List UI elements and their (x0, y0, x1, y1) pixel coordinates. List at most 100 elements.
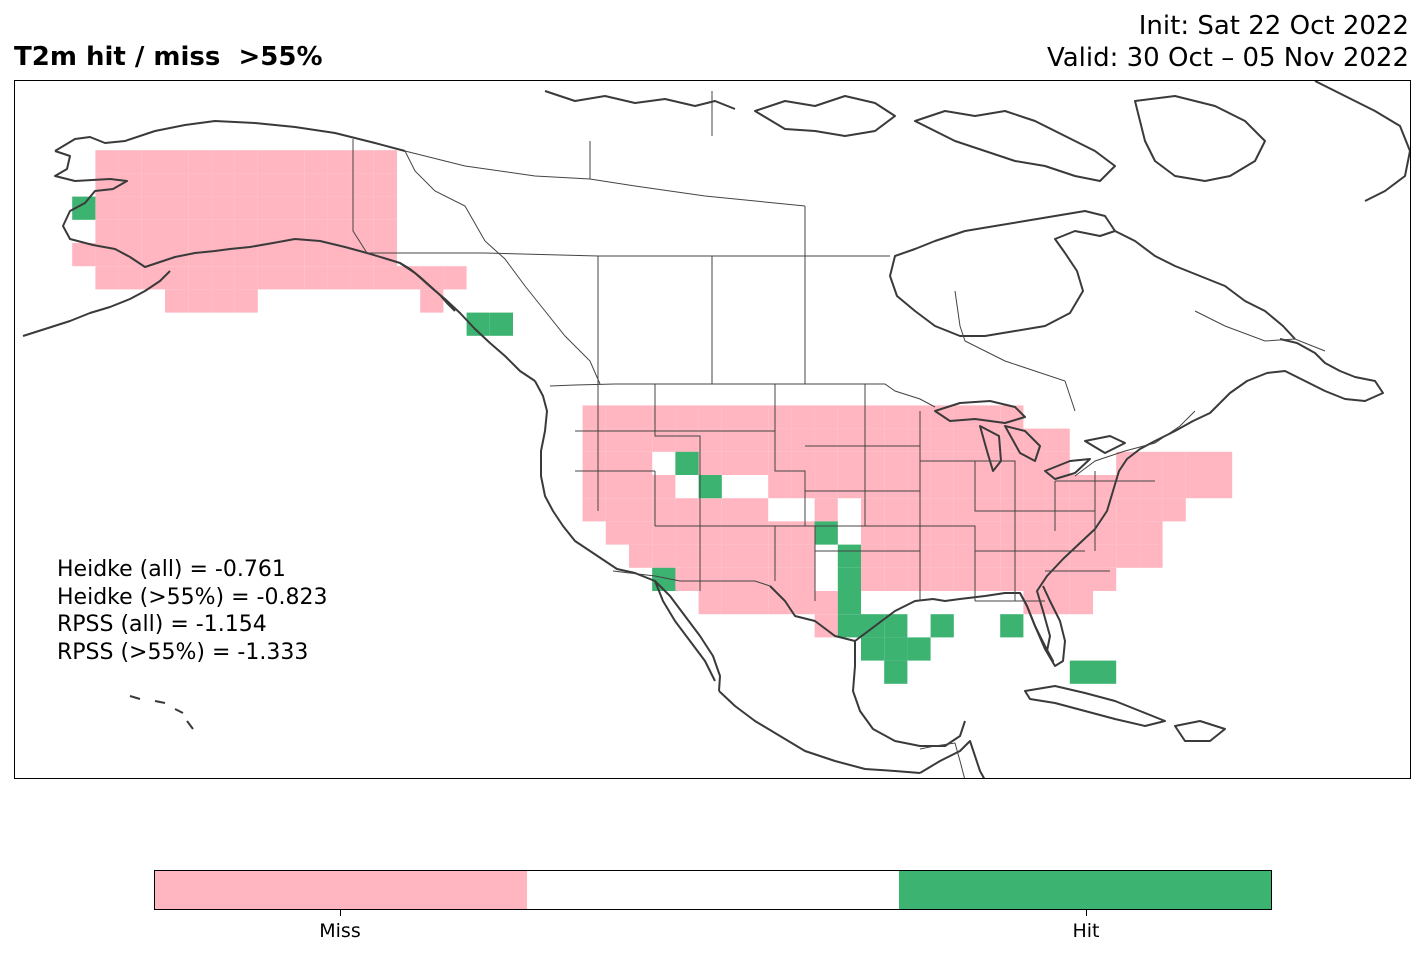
miss-cell (1209, 475, 1233, 499)
miss-cell (1069, 475, 1093, 499)
border-us-canada (549, 383, 936, 408)
map-panel (14, 80, 1411, 779)
miss-cell (745, 405, 769, 429)
miss-cell (1069, 544, 1093, 568)
hit-cell (837, 567, 861, 591)
miss-cell (884, 544, 908, 568)
miss-cell (629, 451, 653, 475)
miss-cell (1023, 498, 1047, 522)
miss-cell (1116, 544, 1140, 568)
miss-cell (188, 289, 212, 313)
miss-cell (953, 544, 977, 568)
miss-cell (977, 567, 1001, 591)
miss-cell (281, 173, 305, 197)
colorbar-neutral-segment (527, 871, 899, 909)
miss-cell (118, 173, 142, 197)
miss-cell (953, 498, 977, 522)
miss-cell (1093, 544, 1117, 568)
border-yukon-nwt (404, 150, 486, 242)
miss-cell (234, 266, 258, 290)
miss-cell (1000, 405, 1024, 429)
miss-cell (373, 196, 397, 220)
miss-cell (791, 475, 815, 499)
miss-cell (629, 475, 653, 499)
hit-cell (884, 637, 908, 661)
miss-cell (745, 428, 769, 452)
coastline-alaska-north (54, 120, 406, 152)
miss-cell (1185, 475, 1209, 499)
miss-cell (327, 173, 351, 197)
miss-cell (373, 243, 397, 267)
coastline-arctic-2 (754, 95, 896, 137)
miss-cell (211, 243, 235, 267)
miss-cell (118, 219, 142, 243)
miss-cell (420, 289, 444, 313)
miss-cell (861, 428, 885, 452)
miss-cell (1023, 521, 1047, 545)
miss-cell (1023, 451, 1047, 475)
miss-cell (234, 173, 258, 197)
miss-cell (118, 266, 142, 290)
miss-cell (745, 451, 769, 475)
miss-cell (745, 521, 769, 545)
miss-cell (768, 521, 792, 545)
hit-cell (1000, 614, 1024, 638)
miss-cell (1116, 475, 1140, 499)
miss-cell (861, 498, 885, 522)
miss-cell (257, 243, 281, 267)
miss-cell (95, 196, 119, 220)
hit-cell (489, 312, 513, 336)
init-date: Init: Sat 22 Oct 2022 (1138, 11, 1409, 41)
miss-cell (698, 544, 722, 568)
border-us-states-1 (575, 384, 921, 601)
miss-cell (768, 567, 792, 591)
miss-cell (118, 150, 142, 174)
miss-cell (698, 567, 722, 591)
miss-cell (257, 266, 281, 290)
miss-cell (304, 219, 328, 243)
miss-cell (1000, 475, 1024, 499)
miss-cell (281, 196, 305, 220)
miss-cell (350, 266, 374, 290)
miss-cell (675, 544, 699, 568)
miss-cell (582, 498, 606, 522)
miss-cell (907, 567, 931, 591)
miss-cell (165, 266, 189, 290)
miss-cell (884, 405, 908, 429)
coastline-hispaniola (1174, 720, 1226, 742)
miss-cell (884, 475, 908, 499)
miss-cell (118, 196, 142, 220)
miss-cell (837, 475, 861, 499)
miss-cell (884, 498, 908, 522)
colorbar-label-miss: Miss (319, 920, 361, 942)
miss-cell (814, 451, 838, 475)
miss-cell (1046, 544, 1070, 568)
miss-cell (1000, 521, 1024, 545)
border-60n (367, 252, 805, 257)
miss-cell (745, 544, 769, 568)
miss-cell (304, 150, 328, 174)
miss-cell (582, 475, 606, 499)
miss-cell (1023, 475, 1047, 499)
miss-cell (1162, 451, 1186, 475)
miss-cell (1116, 451, 1140, 475)
miss-cell (930, 428, 954, 452)
miss-cell (907, 521, 931, 545)
miss-cell (327, 150, 351, 174)
miss-cell (907, 475, 931, 499)
miss-cell (791, 451, 815, 475)
hit-cell (837, 614, 861, 638)
miss-cell (768, 475, 792, 499)
border-manitoba-ontario (804, 206, 890, 384)
miss-cell (1209, 451, 1233, 475)
miss-cell (304, 243, 328, 267)
miss-cell (257, 196, 281, 220)
hit-cell (698, 475, 722, 499)
miss-cell (95, 150, 119, 174)
miss-cell (165, 289, 189, 313)
miss-cell (211, 196, 235, 220)
miss-cell (791, 591, 815, 615)
miss-cell (1069, 591, 1093, 615)
miss-cell (257, 219, 281, 243)
miss-cell (1093, 498, 1117, 522)
